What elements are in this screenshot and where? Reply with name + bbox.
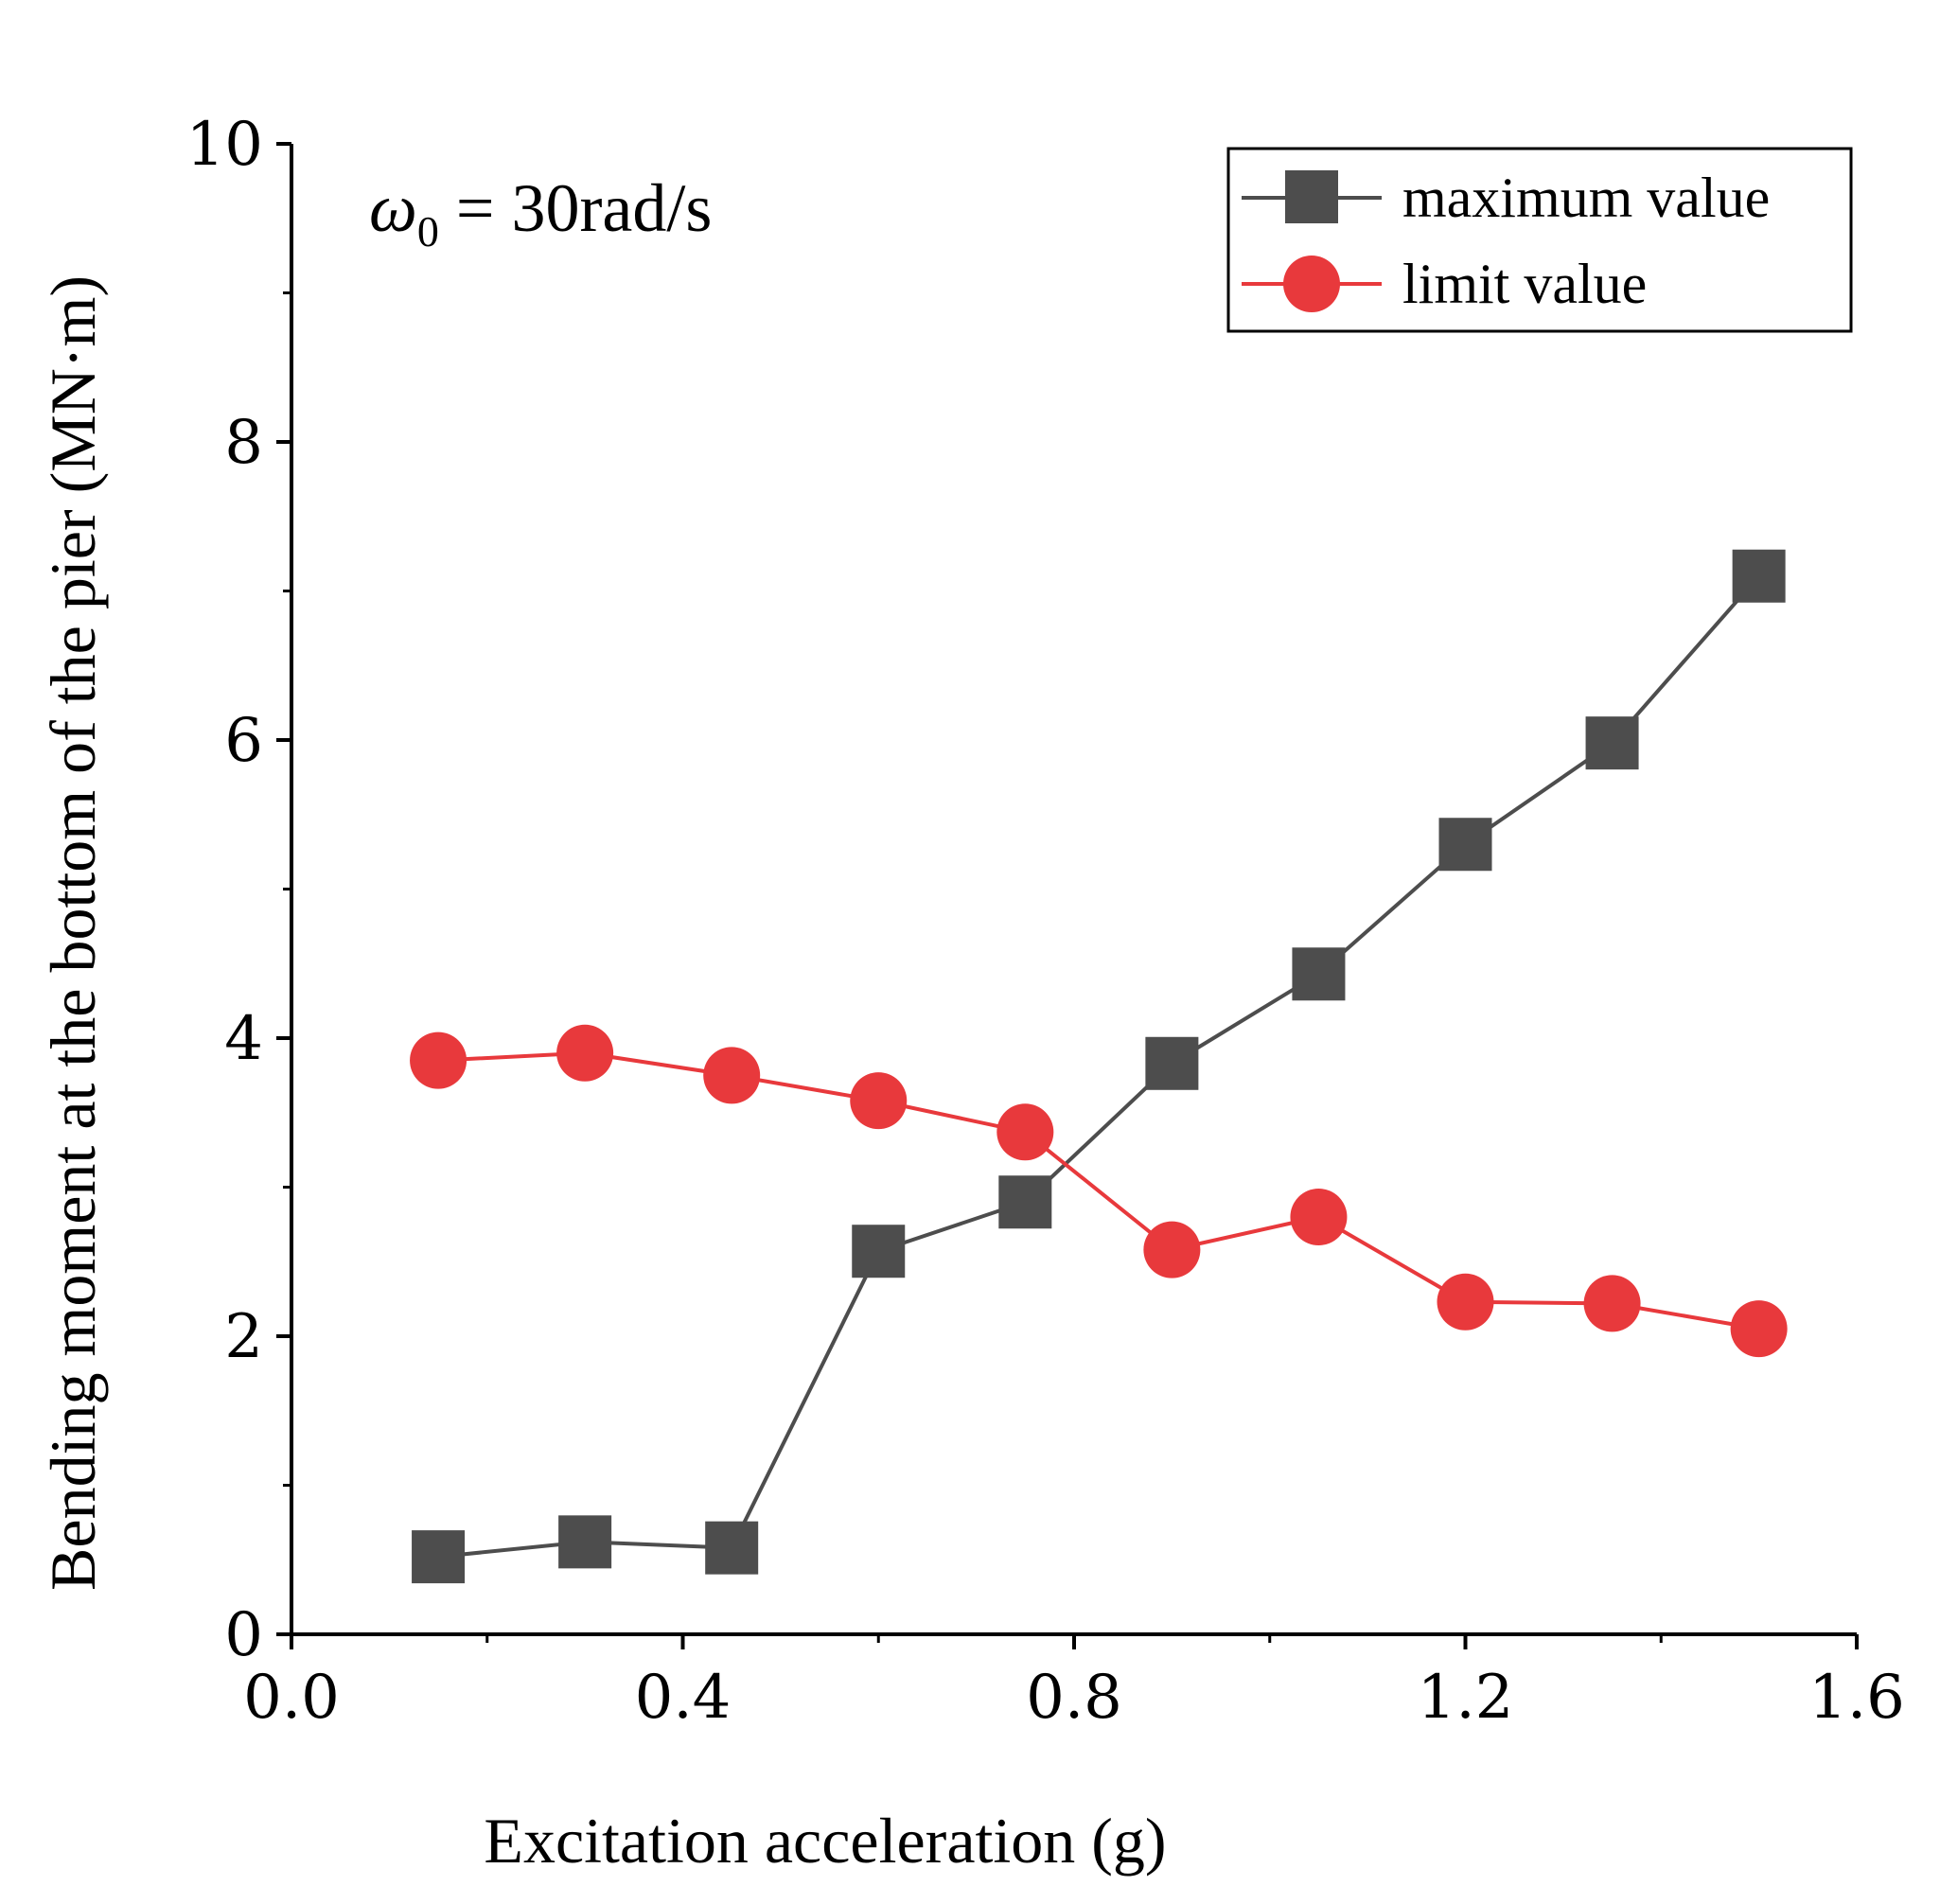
point-maximum-value	[558, 1515, 612, 1569]
x-tick-label: 0.8	[1026, 1663, 1122, 1733]
omega-value: = 30rad/s	[439, 170, 713, 246]
legend-marker-square	[1285, 170, 1338, 223]
omega-annotation: ω0 = 30rad/s	[369, 170, 712, 256]
point-maximum-value	[1585, 716, 1639, 770]
point-limit-value	[850, 1072, 908, 1130]
y-axis-title: Bending moment at the bottom of the pier…	[37, 275, 109, 1591]
x-tick-label: 1.2	[1418, 1663, 1514, 1733]
point-maximum-value	[852, 1225, 906, 1278]
point-limit-value	[1143, 1221, 1201, 1278]
legend-label-limit: limit value	[1402, 253, 1647, 315]
series-layer	[410, 549, 1788, 1584]
x-tick-label: 1.6	[1808, 1663, 1905, 1733]
point-limit-value	[1730, 1300, 1788, 1358]
point-maximum-value	[412, 1530, 466, 1584]
y-tick-label: 8	[224, 408, 263, 478]
point-limit-value	[556, 1024, 614, 1082]
point-maximum-value	[1732, 549, 1786, 603]
point-limit-value	[1290, 1189, 1348, 1245]
point-limit-value	[1583, 1275, 1641, 1332]
y-tick-label: 2	[224, 1302, 263, 1372]
x-tick-label: 0.4	[635, 1663, 732, 1733]
series-line-maximum-value	[437, 574, 1761, 1560]
legend-marker-circle	[1283, 256, 1340, 312]
point-maximum-value	[1438, 818, 1492, 872]
axes: 0 2 4 6 8 10 0.0 0.4 0.8 1.2 1.6	[186, 110, 1905, 1733]
point-maximum-value	[1145, 1036, 1199, 1090]
y-tick-label: 0	[224, 1600, 263, 1670]
point-limit-value	[703, 1047, 761, 1104]
legend: maximum value limit value	[1226, 147, 1853, 333]
point-maximum-value	[705, 1521, 759, 1575]
series-line-limit-value	[437, 1050, 1759, 1331]
omega-subscript: 0	[417, 207, 439, 256]
omega-symbol: ω	[369, 170, 417, 246]
point-limit-value	[410, 1031, 467, 1089]
point-maximum-value	[1292, 947, 1346, 1001]
point-limit-value	[1437, 1273, 1494, 1331]
y-tick-label: 6	[224, 706, 263, 776]
x-axis-title: Excitation acceleration (g)	[484, 1805, 1166, 1877]
y-tick-label: 4	[224, 1004, 263, 1074]
legend-label-maximum: maximum value	[1402, 167, 1770, 229]
y-tick-label: 10	[186, 110, 263, 180]
x-tick-label: 0.0	[243, 1663, 340, 1733]
point-maximum-value	[998, 1175, 1052, 1229]
point-limit-value	[996, 1103, 1054, 1161]
